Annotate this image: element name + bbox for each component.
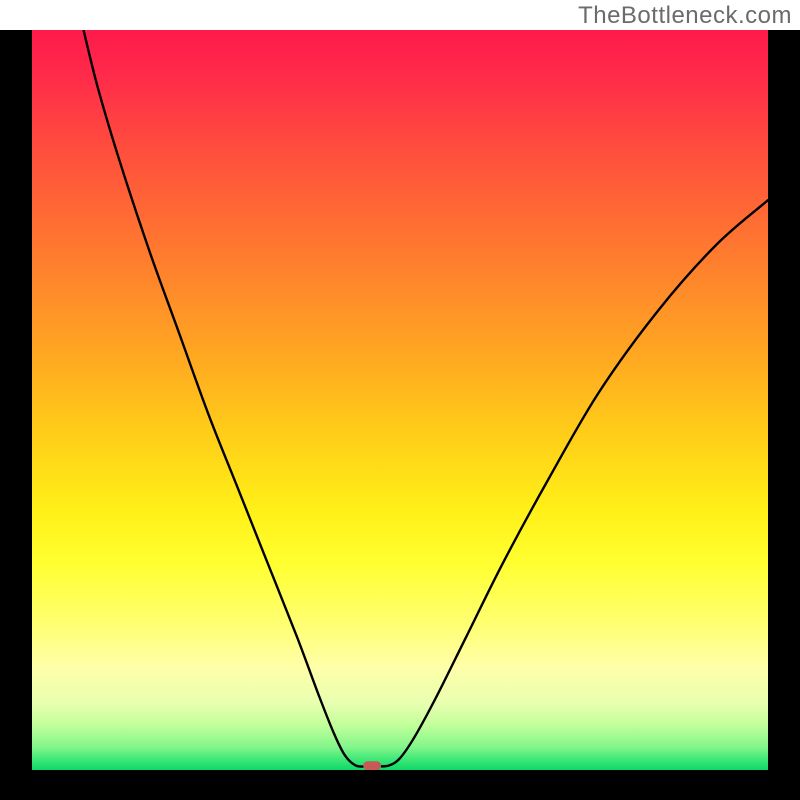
curve-svg [32, 30, 768, 770]
chart-stage: TheBottleneck.com [0, 0, 800, 800]
bottleneck-curve [84, 30, 768, 767]
plot-area [32, 30, 768, 770]
minimum-marker [363, 761, 381, 770]
watermark-text: TheBottleneck.com [578, 2, 792, 30]
